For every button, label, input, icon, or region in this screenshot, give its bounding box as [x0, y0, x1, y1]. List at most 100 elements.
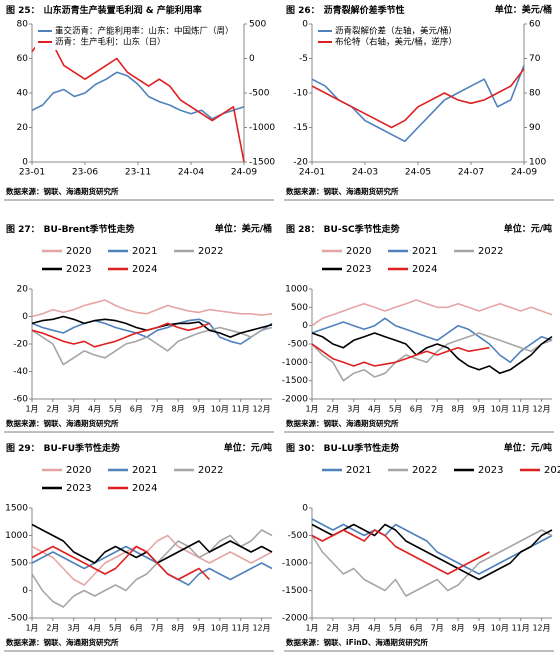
- source-note: 数据来源：钢联、海通期货研究所: [286, 186, 399, 196]
- x-tick-label: 24-03: [352, 168, 378, 178]
- y-tick-label: -20: [293, 158, 308, 168]
- unit-label: 单位：元/吨: [504, 223, 552, 235]
- figure-label: 图 30：: [286, 443, 320, 454]
- x-tick-label: 5月: [389, 405, 402, 414]
- legend-label: 布伦特（右轴，美元/桶，逆序）: [335, 37, 457, 48]
- title-text: BU-SC季节性走势: [324, 223, 400, 235]
- legend-label: 2021: [132, 465, 157, 476]
- legend-label: 2021: [346, 465, 371, 476]
- series-line: [31, 529, 273, 608]
- series-line: [31, 534, 273, 586]
- legend-box: [315, 25, 505, 50]
- x-tick-label: 24-05: [405, 168, 431, 178]
- x-tick-label: 6月: [130, 405, 143, 414]
- x-tick-label: 3月: [347, 624, 360, 633]
- source-note: 数据来源：钢联、iFinD、海通期货研究所: [286, 637, 428, 647]
- y-tick-label: -2000: [282, 614, 308, 624]
- legend-label: 2023: [66, 483, 91, 494]
- x-tick-label: 23-01: [19, 168, 45, 178]
- x-tick-label: 2月: [46, 405, 59, 414]
- x-tick-label: 24-07: [458, 168, 484, 178]
- y-tick-label: -10: [293, 89, 308, 99]
- legend-label: 2024: [544, 465, 560, 476]
- series-line: [31, 299, 273, 318]
- y-tick-label: -1500: [282, 586, 308, 596]
- legend-label: 2023: [346, 264, 371, 275]
- x-tick-label: 1月: [25, 405, 38, 414]
- title-text: 山东沥青生产装置毛利润 & 产能利用率: [44, 4, 202, 16]
- series-line: [311, 529, 553, 597]
- x-tick-label: 6月: [130, 624, 143, 633]
- y2-tick-label: -1000: [249, 123, 275, 133]
- x-tick-label: 24-09: [231, 168, 257, 178]
- series-line: [311, 332, 553, 382]
- y2-tick-label: 100: [529, 158, 546, 168]
- x-tick-label: 6月: [410, 624, 423, 633]
- x-tick-label: 23-06: [72, 168, 98, 178]
- y-tick-label: -20: [13, 340, 28, 350]
- x-tick-label: 7月: [431, 405, 444, 414]
- series-line: [31, 71, 245, 120]
- x-tick-label: 11月: [512, 405, 530, 414]
- series-line: [31, 318, 273, 345]
- legend-label: 2023: [66, 264, 91, 275]
- y-tick-label: 0: [302, 504, 308, 514]
- y-tick-label: 1000: [285, 285, 308, 295]
- y2-tick-label: 60: [529, 20, 541, 30]
- y-tick-label: 0: [302, 321, 308, 331]
- source-note: 数据来源：钢联、海通期货研究所: [286, 418, 399, 428]
- figure-label: 图 26：: [286, 5, 320, 16]
- legend-label: 重交沥青：产能利用率：山东：中国炼厂（周）: [55, 26, 234, 37]
- x-tick-label: 1月: [305, 405, 318, 414]
- legend-label: 2022: [198, 246, 223, 257]
- unit-label: 单位：美元/桶: [495, 4, 552, 16]
- x-tick-label: 10月: [491, 624, 509, 633]
- legend-label: 2020: [346, 246, 371, 257]
- y2-tick-label: 90: [529, 123, 541, 133]
- x-tick-label: 3月: [67, 405, 80, 414]
- legend-box: [35, 25, 225, 50]
- y-tick-label: 0: [302, 20, 308, 30]
- y-tick-label: -500: [288, 531, 309, 541]
- series-line: [311, 523, 553, 581]
- x-tick-label: 10月: [491, 405, 509, 414]
- x-tick-label: 2月: [326, 624, 339, 633]
- x-tick-label: 11月: [512, 624, 530, 633]
- y-tick-label: 1000: [5, 531, 28, 541]
- x-tick-label: 11月: [232, 405, 250, 414]
- y2-tick-label: -1500: [249, 158, 275, 168]
- y2-tick-label: 80: [529, 89, 541, 99]
- x-tick-label: 4月: [368, 405, 381, 414]
- x-tick-label: 10月: [211, 624, 229, 633]
- legend-label: 2021: [412, 246, 437, 257]
- x-tick-label: 24-09: [511, 168, 537, 178]
- title-text: BU-LU季节性走势: [324, 442, 400, 454]
- unit-label: 单位：元/吨: [504, 442, 552, 454]
- title-text: BU-FU季节性走势: [44, 442, 120, 454]
- legend-label: 2024: [132, 483, 157, 494]
- y-tick-label: 500: [11, 559, 28, 569]
- figure-label: 图 28：: [286, 224, 320, 235]
- y-tick-label: 0: [22, 158, 28, 168]
- x-tick-label: 6月: [410, 405, 423, 414]
- x-tick-label: 12月: [252, 624, 270, 633]
- legend-label: 2020: [66, 246, 91, 257]
- y2-tick-label: 0: [249, 54, 255, 64]
- x-tick-label: 12月: [252, 405, 270, 414]
- x-tick-label: 8月: [172, 624, 185, 633]
- y-tick-label: -2000: [282, 395, 308, 405]
- x-tick-label: 9月: [472, 624, 485, 633]
- y-tick-label: -1000: [282, 559, 308, 569]
- series-line: [311, 317, 553, 364]
- x-tick-label: 23-11: [125, 168, 151, 178]
- legend-label: 2021: [132, 246, 157, 257]
- title-text: 沥青裂解价差季节性: [324, 4, 405, 16]
- y-tick-label: -40: [13, 367, 28, 377]
- legend-label: 2022: [198, 465, 223, 476]
- series-line: [31, 545, 273, 586]
- y-tick-label: -5: [299, 54, 308, 64]
- y-tick-label: -1500: [282, 376, 308, 386]
- chart-title: 图 29： BU-FU季节性走势: [6, 442, 120, 454]
- x-tick-label: 8月: [452, 405, 465, 414]
